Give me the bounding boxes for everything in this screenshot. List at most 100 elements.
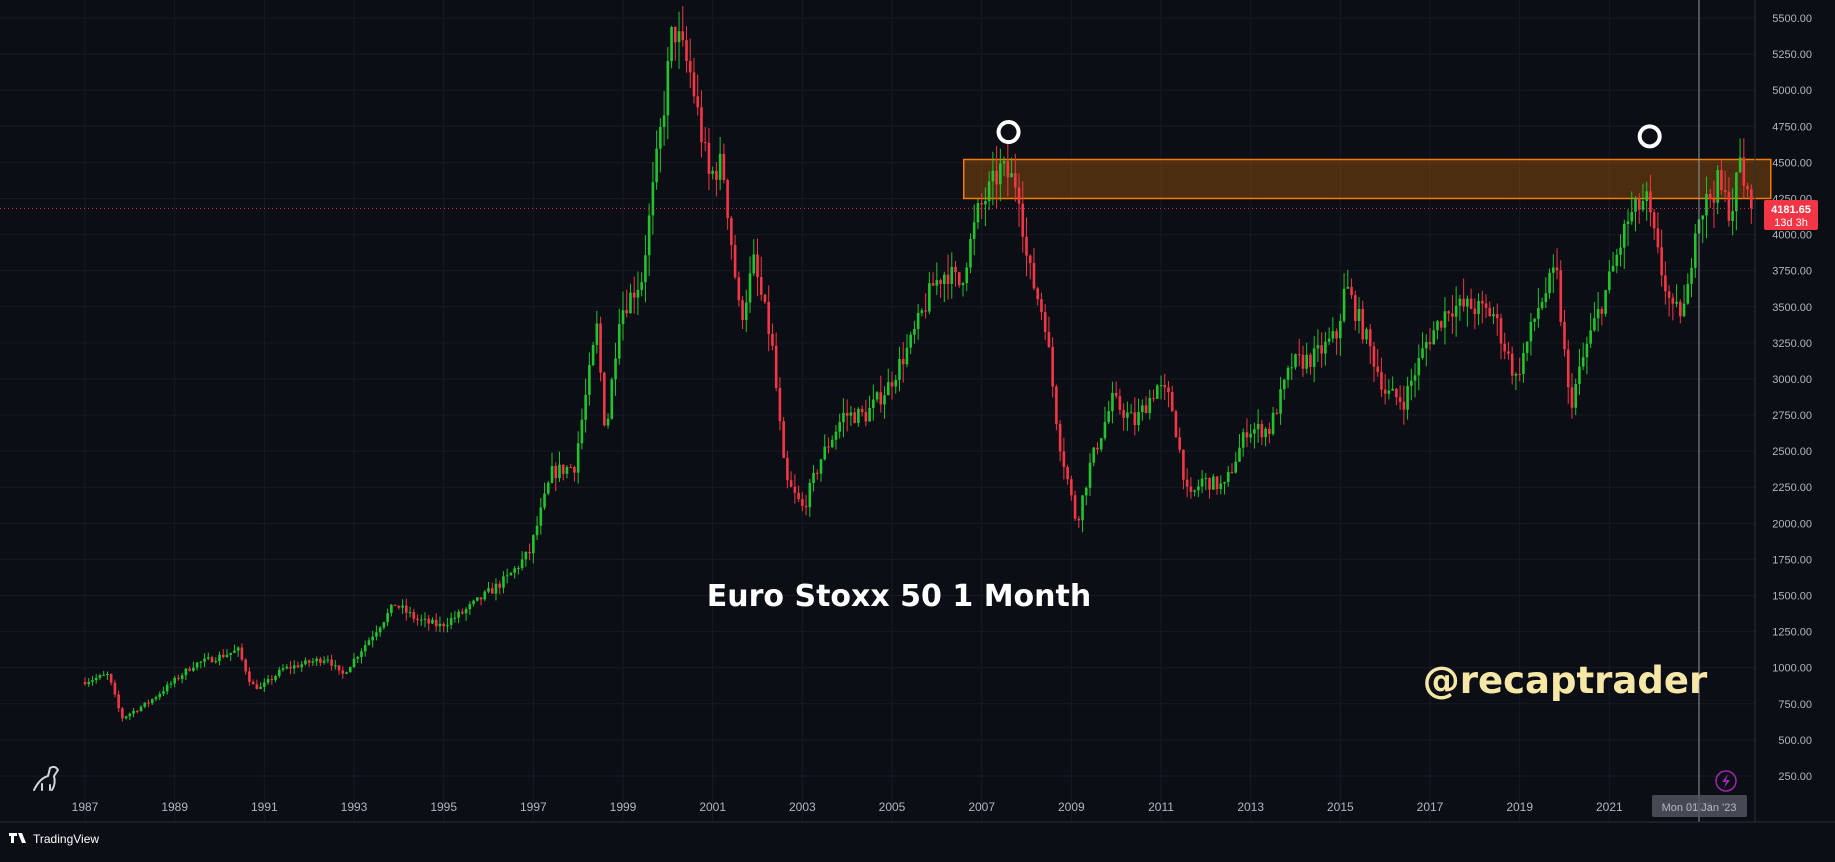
candle-body xyxy=(1667,291,1671,298)
candle-body xyxy=(408,612,412,614)
candle-body xyxy=(812,472,815,484)
candle-body xyxy=(1043,312,1047,332)
time-tick-label: 2015 xyxy=(1327,800,1354,814)
candle-body xyxy=(206,657,210,659)
candle-body xyxy=(756,254,759,278)
candle-body xyxy=(1626,221,1630,224)
crosshair-date-text: Mon 01 Jan '23 xyxy=(1662,802,1737,814)
candle-body xyxy=(1006,161,1010,178)
candle-body xyxy=(584,394,587,420)
candle-body xyxy=(1671,297,1675,304)
candle-body xyxy=(1383,389,1387,394)
candle-body xyxy=(1137,412,1140,426)
candle-body xyxy=(606,418,610,426)
time-tick-label: 2009 xyxy=(1058,800,1085,814)
candle-body xyxy=(666,61,670,116)
candle-body xyxy=(1141,405,1144,413)
candle-body xyxy=(1641,201,1645,210)
candle-body xyxy=(797,492,800,500)
candle-body xyxy=(106,674,109,676)
candle-body xyxy=(603,372,606,426)
candle-body xyxy=(442,623,445,627)
time-tick-label: 2011 xyxy=(1148,800,1174,814)
candle-body xyxy=(225,654,229,658)
candle-body xyxy=(1099,438,1103,450)
candle-body xyxy=(337,665,341,671)
candle-body xyxy=(1271,412,1275,434)
candle-body xyxy=(976,203,980,223)
time-tick-label: 1991 xyxy=(251,800,278,814)
candle-body xyxy=(1017,187,1021,204)
candle-body xyxy=(1458,298,1462,306)
candle-body xyxy=(1417,357,1421,376)
candle-body xyxy=(1656,228,1660,248)
candle-body xyxy=(969,239,972,268)
candle-body xyxy=(1436,321,1439,331)
candle-body xyxy=(1570,387,1574,408)
candle-body xyxy=(416,618,419,621)
candle-body xyxy=(838,422,842,432)
candles xyxy=(83,6,1753,722)
candle-body xyxy=(192,667,195,671)
candle-body xyxy=(651,182,655,216)
candle-body xyxy=(1051,347,1054,387)
candle-body xyxy=(1234,461,1238,473)
candle-body xyxy=(1305,354,1309,369)
candle-body xyxy=(1705,194,1708,216)
candle-body xyxy=(300,664,304,668)
candle-body xyxy=(1514,373,1518,376)
price-tick-label: 1750.00 xyxy=(1772,554,1812,566)
candle-body xyxy=(1182,449,1185,480)
candle-body xyxy=(1488,307,1492,317)
candle-body xyxy=(726,179,729,219)
candle-body xyxy=(1376,366,1380,373)
candle-body xyxy=(360,651,363,658)
candle-body xyxy=(991,170,995,182)
candle-body xyxy=(236,647,240,651)
time-tick-label: 1999 xyxy=(610,800,637,814)
dinosaur-icon[interactable] xyxy=(33,765,59,791)
candle-body xyxy=(980,203,983,205)
time-axis[interactable]: 1987 1989 1991 1993 1995 1997 1999 2001 2003 2005… xyxy=(72,800,1713,814)
candle-body xyxy=(1581,357,1585,367)
candle-body xyxy=(1630,211,1634,222)
candle-body xyxy=(942,274,946,285)
candle-body xyxy=(1499,318,1503,344)
candle-body xyxy=(285,666,289,669)
candle-body xyxy=(1357,308,1361,321)
time-tick-label: 2021 xyxy=(1596,800,1623,814)
candle-body xyxy=(1484,303,1488,308)
candle-body xyxy=(1593,318,1596,331)
candle-body xyxy=(341,670,345,674)
candle-body xyxy=(1551,267,1555,273)
candle-body xyxy=(659,127,662,149)
candle-body xyxy=(1353,295,1357,321)
candle-body xyxy=(1163,385,1167,388)
price-axis[interactable]: 250.00 500.00 750.00 1000.00 1250.00 1500.00 1… xyxy=(1772,13,1812,783)
candle-body xyxy=(935,280,939,286)
candle-body xyxy=(1660,247,1663,276)
candle-body xyxy=(640,282,643,290)
candle-body xyxy=(1645,191,1649,202)
candle-body xyxy=(845,412,849,416)
candle-body xyxy=(487,588,490,592)
candle-body xyxy=(150,699,154,704)
candle-body xyxy=(330,659,333,666)
candle-body xyxy=(610,379,614,419)
candle-body xyxy=(1469,298,1473,309)
candle-body xyxy=(1193,490,1196,492)
tradingview-logo[interactable]: TradingView xyxy=(9,832,99,846)
candle-body xyxy=(382,622,386,628)
candle-body xyxy=(319,658,322,663)
candle-body xyxy=(1611,265,1615,272)
candle-body xyxy=(244,659,247,672)
candle-body xyxy=(1596,308,1600,319)
candle-body xyxy=(565,467,569,474)
candle-body xyxy=(169,683,173,685)
price-tick-label: 3250.00 xyxy=(1772,338,1812,350)
candle-body xyxy=(599,323,602,373)
candle-body xyxy=(558,464,561,479)
lightning-icon[interactable] xyxy=(1715,770,1737,792)
